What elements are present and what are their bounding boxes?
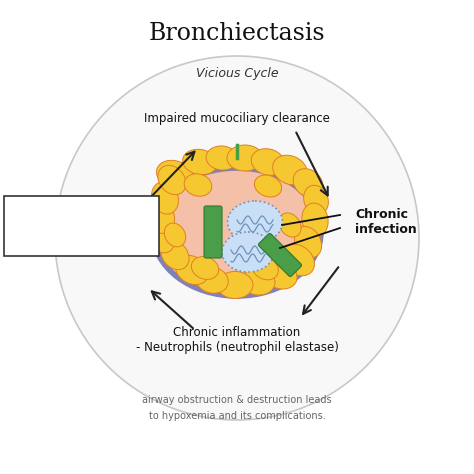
Ellipse shape (156, 160, 193, 190)
Ellipse shape (255, 175, 282, 197)
Ellipse shape (158, 165, 186, 195)
Ellipse shape (228, 201, 283, 243)
Ellipse shape (196, 267, 228, 293)
Ellipse shape (175, 255, 209, 284)
Ellipse shape (153, 168, 321, 296)
Ellipse shape (191, 256, 219, 279)
Ellipse shape (252, 256, 278, 280)
Ellipse shape (304, 185, 328, 215)
Ellipse shape (182, 149, 218, 175)
Ellipse shape (184, 174, 212, 196)
Ellipse shape (133, 223, 165, 251)
Text: Impaired mucociliary clearance: Impaired mucociliary clearance (144, 111, 330, 125)
Text: to hypoxemia and its complications.: to hypoxemia and its complications. (149, 411, 325, 421)
Ellipse shape (241, 269, 275, 295)
FancyBboxPatch shape (4, 196, 159, 256)
Ellipse shape (152, 182, 178, 214)
Ellipse shape (282, 244, 314, 276)
FancyBboxPatch shape (258, 233, 301, 276)
Ellipse shape (302, 203, 328, 237)
Text: airway obstruction & destruction leads: airway obstruction & destruction leads (142, 395, 332, 405)
Ellipse shape (222, 232, 274, 272)
Ellipse shape (151, 223, 175, 253)
Ellipse shape (217, 272, 253, 299)
Ellipse shape (227, 145, 263, 171)
Ellipse shape (164, 223, 186, 247)
Text: Tissue destruction
Airway remodeling
Bronchial dilation: Tissue destruction Airway remodeling Bro… (30, 206, 133, 246)
Ellipse shape (294, 227, 322, 257)
Text: Chronic inflammation
- Neutrophils (neutrophil elastase): Chronic inflammation - Neutrophils (neut… (136, 326, 338, 354)
Text: Vicious Cycle: Vicious Cycle (196, 66, 278, 80)
Ellipse shape (279, 213, 301, 237)
Text: Bronchiectasis: Bronchiectasis (149, 22, 325, 45)
Circle shape (55, 56, 419, 420)
Ellipse shape (161, 240, 189, 270)
Ellipse shape (273, 155, 307, 185)
Text: Chronic
infection: Chronic infection (355, 208, 417, 236)
Ellipse shape (149, 202, 174, 233)
FancyBboxPatch shape (204, 206, 222, 258)
Ellipse shape (206, 146, 238, 170)
Ellipse shape (293, 169, 323, 197)
Ellipse shape (251, 149, 285, 175)
Ellipse shape (263, 261, 297, 289)
